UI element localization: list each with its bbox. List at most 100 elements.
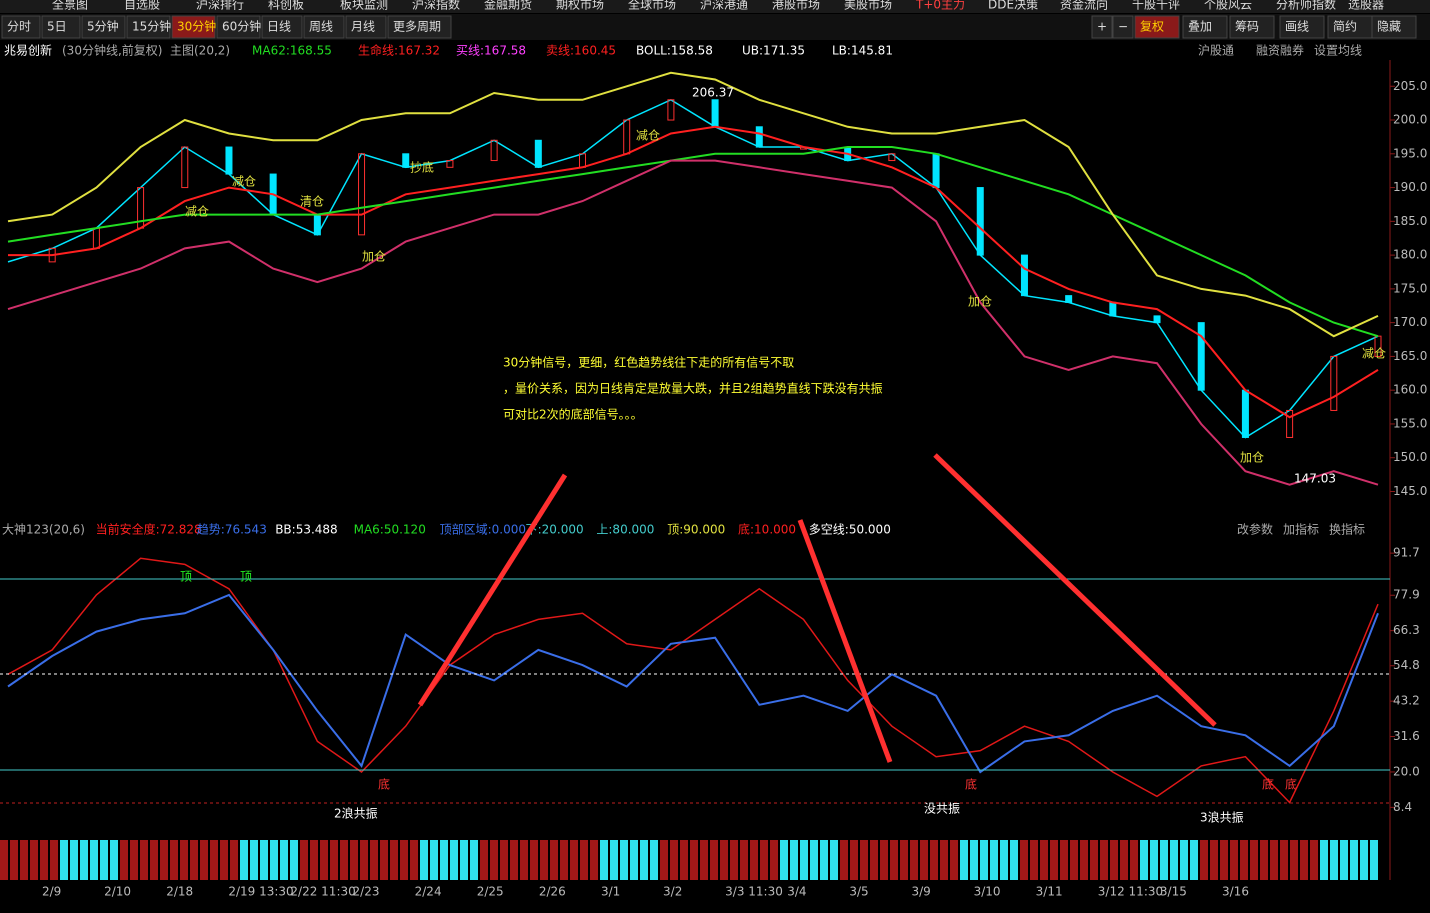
stripe <box>590 840 598 880</box>
stripe <box>880 840 888 880</box>
period-btn[interactable] <box>41 15 81 39</box>
menu-item[interactable]: 全球市场 <box>628 0 676 12</box>
period-label[interactable]: 60分钟 <box>222 19 261 34</box>
period-btn[interactable] <box>303 15 345 39</box>
menu-item[interactable]: 美股市场 <box>844 0 892 12</box>
menu-item[interactable]: T+0主力 <box>915 0 965 12</box>
y-tick-label: 165.0 <box>1393 349 1427 363</box>
menu-item[interactable]: 全景图 <box>52 0 88 12</box>
indicator-header: BB:53.488 <box>275 523 338 537</box>
tool-btn[interactable] <box>1371 15 1417 39</box>
tool-btn[interactable] <box>1182 15 1228 39</box>
menu-item[interactable]: 期权市场 <box>556 0 604 12</box>
menu-item[interactable]: 沪深排行 <box>196 0 244 12</box>
stripe <box>510 840 518 880</box>
menu-item[interactable]: 板块监测 <box>340 0 388 12</box>
period-btn[interactable] <box>1 15 41 39</box>
stripe <box>1340 840 1348 880</box>
tool-label[interactable]: 筹码 <box>1235 20 1259 34</box>
period-label[interactable]: 5分钟 <box>87 19 119 34</box>
candle <box>755 126 763 148</box>
info-link[interactable]: 设置均线 <box>1314 44 1362 58</box>
period-label[interactable]: 周线 <box>309 20 333 34</box>
tool-label[interactable]: 复权 <box>1140 20 1164 34</box>
annotation: 没共振 <box>924 801 960 816</box>
candle <box>1153 315 1161 324</box>
stripe <box>1170 840 1178 880</box>
menu-item[interactable]: 港股市场 <box>772 0 820 12</box>
stripe <box>1290 840 1298 880</box>
x-tick-label: 3/15 <box>1160 885 1187 899</box>
stripe <box>90 840 98 880</box>
period-label[interactable]: 分时 <box>7 20 31 34</box>
period-label[interactable]: 30分钟 <box>177 19 216 34</box>
period-label[interactable]: 15分钟 <box>132 19 171 34</box>
menu-item[interactable]: 科创板 <box>268 0 304 12</box>
tool-label[interactable]: 叠加 <box>1188 20 1212 34</box>
period-label[interactable]: 更多周期 <box>393 20 441 34</box>
period-btn[interactable] <box>216 15 261 39</box>
stripe <box>960 840 968 880</box>
period-label[interactable]: 日线 <box>267 20 291 34</box>
indicator-header: 趋势:76.543 <box>197 523 267 537</box>
stripe <box>1060 840 1068 880</box>
stripe <box>1120 840 1128 880</box>
y-tick-label: 190.0 <box>1393 180 1427 194</box>
indicator-button[interactable]: 加指标 <box>1283 522 1319 537</box>
tool-label[interactable]: 隐藏 <box>1377 20 1401 34</box>
tool-btn[interactable] <box>1279 15 1325 39</box>
candle <box>490 139 498 162</box>
info-item: BOLL:158.58 <box>636 44 713 58</box>
period-label[interactable]: 月线 <box>351 20 375 34</box>
stripe <box>1040 840 1048 880</box>
menu-item[interactable]: 自选股 <box>124 0 160 12</box>
stripe <box>1280 840 1288 880</box>
annotation: 2浪共振 <box>334 806 378 821</box>
stripe <box>970 840 978 880</box>
tool-btn[interactable] <box>1112 15 1134 39</box>
stripe <box>690 840 698 880</box>
indicator-button[interactable]: 换指标 <box>1329 522 1365 537</box>
stripe <box>770 840 778 880</box>
menu-item[interactable]: 分析师指数 <box>1276 0 1336 12</box>
y-tick-label: 155.0 <box>1393 416 1427 430</box>
menu-item[interactable]: 个股风云 <box>1204 0 1252 12</box>
indicator-button[interactable]: 改参数 <box>1237 522 1273 537</box>
x-tick-label: 2/18 <box>166 885 193 899</box>
tool-btn[interactable] <box>1229 15 1275 39</box>
period-btn[interactable] <box>171 15 216 39</box>
menu-item[interactable]: 千股千评 <box>1132 0 1180 12</box>
period-btn[interactable] <box>387 15 452 39</box>
tool-label[interactable]: + <box>1097 20 1107 34</box>
x-tick-label: 3/11 <box>1036 885 1063 899</box>
stripe <box>1350 840 1358 880</box>
tool-btn[interactable] <box>1091 15 1113 39</box>
stripe <box>390 840 398 880</box>
info-link[interactable]: 沪股通 <box>1198 44 1234 58</box>
stripe <box>550 840 558 880</box>
menu-item[interactable]: 金融期货 <box>484 0 532 12</box>
period-btn[interactable] <box>261 15 303 39</box>
series-line <box>7 146 1379 338</box>
period-btn[interactable] <box>126 15 171 39</box>
period-label[interactable]: 5日 <box>47 20 67 34</box>
menu-item[interactable]: 沪深港通 <box>700 0 748 12</box>
indicator-header: 上:80.000 <box>596 523 654 537</box>
tool-label[interactable]: 画线 <box>1285 20 1309 34</box>
arrow <box>417 473 568 707</box>
indicator-header: 下:20.000 <box>526 523 584 537</box>
tool-btn[interactable] <box>1134 15 1180 39</box>
x-tick-label: 3/10 <box>974 885 1001 899</box>
menu-item[interactable]: 选股器 <box>1348 0 1384 12</box>
period-btn[interactable] <box>345 15 387 39</box>
tool-label[interactable]: 简约 <box>1333 19 1357 34</box>
stripe <box>110 840 118 880</box>
x-tick-label: 2/19 13:30 <box>228 885 293 899</box>
menu-item[interactable]: DDE决策 <box>988 0 1038 12</box>
menu-item[interactable]: 资金流向 <box>1060 0 1108 12</box>
menu-item[interactable]: 沪深指数 <box>412 0 460 12</box>
x-tick-label: 3/4 <box>787 885 806 899</box>
period-btn[interactable] <box>81 15 126 39</box>
info-link[interactable]: 融资融券 <box>1256 43 1304 58</box>
tool-label[interactable]: − <box>1118 20 1128 34</box>
